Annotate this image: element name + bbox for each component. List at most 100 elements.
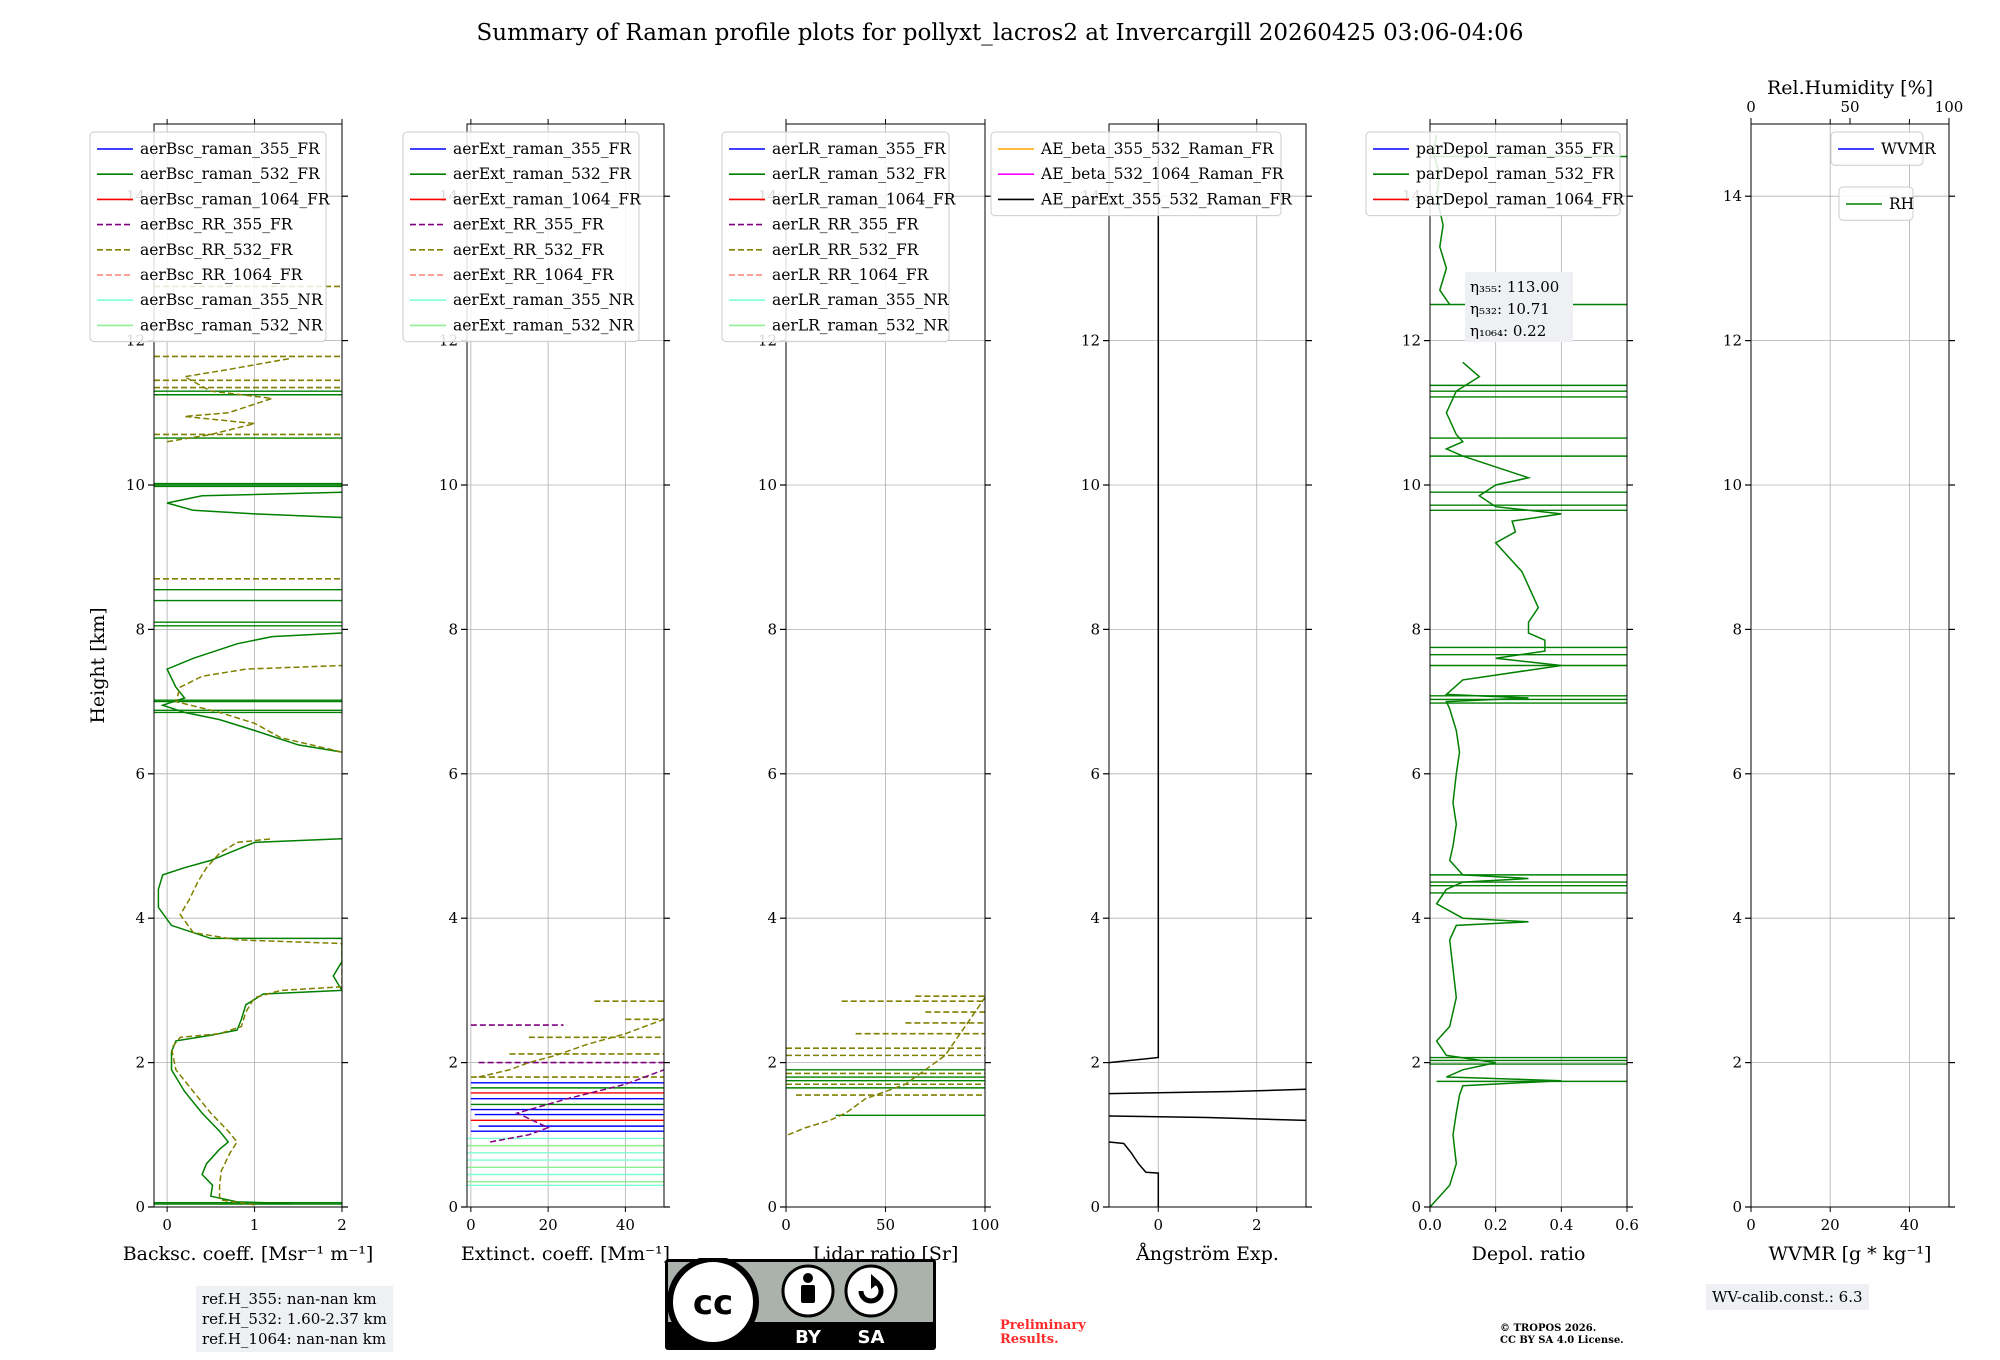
legend-label: aerExt_RR_355_FR (453, 216, 605, 234)
y-tick-label: 2 (135, 1054, 145, 1072)
x-tick-label: 50 (876, 1216, 895, 1234)
series-line-aerBsc_raman_532_FR (160, 632, 342, 753)
y-tick-label: 10 (1081, 476, 1100, 494)
panel-ae: 0202468101214Ångström Exp.AE_beta_355_53… (990, 119, 1312, 1265)
wv-calib-constant: WV-calib.const.: 6.3 (1712, 1288, 1863, 1306)
y-tick-label: 6 (448, 765, 458, 783)
panel-ext: 0204002468101214Extinct. coeff. [Mm⁻¹]ae… (402, 119, 670, 1265)
axes-frame (1108, 123, 1307, 1208)
legend-ext: aerExt_raman_355_FR aerExt_raman_532_FRae… (402, 131, 642, 343)
data-layer-ae (1109, 124, 1306, 1207)
y-tick-label: 0 (1732, 1198, 1742, 1216)
x-axis-label: Backsc. coeff. [Msr⁻¹ m⁻¹] (123, 1243, 374, 1265)
wv-calibration-box: WV-calib.const.: 6.3 (1706, 1284, 1869, 1310)
data-layer-ext (467, 1000, 664, 1187)
legend-label: aerExt_RR_1064_FR (453, 266, 615, 284)
legend-label: aerLR_RR_355_FR (772, 216, 920, 234)
legend-label: aerLR_raman_355_NR (772, 291, 950, 309)
y-tick-label: 4 (448, 909, 458, 927)
x-axis-label: WVMR [g * kg⁻¹] (1769, 1243, 1932, 1265)
legend-label: aerExt_raman_355_NR (453, 291, 635, 309)
y-tick-label: 4 (1090, 909, 1100, 927)
data-layer-depol (1430, 134, 1627, 1207)
legend-label: aerLR_raman_355_FR (772, 140, 947, 158)
x-tick-label: 0.4 (1549, 1216, 1573, 1234)
x-tick-label: 2 (1252, 1216, 1262, 1234)
y-tick-label: 4 (767, 909, 777, 927)
legend-label: aerBsc_raman_1064_FR (140, 190, 331, 208)
y-tick-label: 6 (767, 765, 777, 783)
y-tick-label: 4 (135, 909, 145, 927)
eta-label: η₅₃₂: 10.71 (1470, 300, 1550, 318)
x-tick-label: 20 (1821, 1216, 1840, 1234)
y-tick-label: 10 (439, 476, 458, 494)
legend-lr: aerLR_raman_355_FR aerLR_raman_532_FR aerL… (721, 131, 957, 343)
y-tick-label: 12 (1402, 332, 1421, 350)
preliminary-line-1: Preliminary (1000, 1318, 1086, 1333)
legend-label: aerLR_raman_1064_FR (772, 190, 957, 208)
top-x-tick-label: 50 (1840, 98, 1859, 116)
y-tick-label: 6 (1732, 765, 1742, 783)
legend-label: aerExt_raman_532_NR (453, 316, 635, 334)
y-tick-label: 2 (448, 1054, 458, 1072)
axes-frame (1750, 123, 1950, 1208)
legend-label: parDepol_raman_532_FR (1416, 165, 1616, 183)
ref-height-1064: ref.H_1064: nan-nan km (202, 1330, 387, 1348)
top-x-tick-label: 0 (1746, 98, 1756, 116)
y-tick-label: 8 (1732, 620, 1742, 638)
y-tick-label: 8 (1090, 620, 1100, 638)
panel-bsc: 01202468101214Backsc. coeff. [Msr⁻¹ m⁻¹]… (89, 119, 374, 1265)
series-line-aerExt_RR_355_FR (490, 1069, 664, 1143)
legend-label: aerLR_RR_532_FR (772, 241, 920, 259)
legend-label: aerBsc_RR_1064_FR (140, 266, 304, 284)
y-tick-label: 10 (1723, 476, 1742, 494)
copyright-line-2: CC BY SA 4.0 License. (1500, 1335, 1624, 1346)
series-line-aerExt_RR_532_FR (478, 1018, 664, 1078)
eta-label: η₃₅₅: 113.00 (1470, 278, 1559, 296)
x-tick-label: 0.6 (1615, 1216, 1639, 1234)
data-layer-lr (786, 995, 985, 1136)
legend-label: aerBsc_raman_355_FR (140, 140, 321, 158)
sa-share-icon (844, 1264, 898, 1318)
eta-annotation-box: η₃₅₅: 113.00 η₅₃₂: 10.71 η₁₀₆₄: 0.22 (1465, 272, 1573, 343)
legend-frame (1365, 131, 1621, 217)
legend-label: parDepol_raman_1064_FR (1416, 190, 1625, 208)
copyright-line-1: © TROPOS 2026. (1500, 1323, 1597, 1334)
x-tick-label: 40 (616, 1216, 635, 1234)
legend-label: aerExt_raman_532_FR (453, 165, 632, 183)
y-tick-label: 4 (1411, 909, 1421, 927)
data-layer-bsc (154, 285, 342, 1206)
legend-bsc: aerBsc_raman_355_FR aerBsc_raman_532_FRae… (89, 131, 331, 343)
y-tick-label: 2 (1090, 1054, 1100, 1072)
top-x-axis-label: Rel.Humidity [%] (1767, 77, 1933, 99)
legend-label: aerBsc_raman_355_NR (140, 291, 324, 309)
y-tick-label: 10 (126, 476, 145, 494)
legend-label: WVMR (1881, 140, 1937, 158)
y-tick-label: 8 (767, 620, 777, 638)
x-axis-label: Extinct. coeff. [Mm⁻¹] (461, 1243, 670, 1265)
eta-box-bg (1465, 272, 1573, 343)
y-tick-label: 0 (135, 1198, 145, 1216)
series-line-aerLR_RR_532_FR (787, 997, 985, 1136)
panel-depol: 0.00.20.40.602468101214Depol. ratioparDe… (1365, 119, 1639, 1265)
y-tick-label: 8 (448, 620, 458, 638)
legend-wv: WVMR (1830, 131, 1937, 166)
legend-label: aerLR_raman_532_NR (772, 316, 950, 334)
ref-height-532: ref.H_532: 1.60-2.37 km (202, 1310, 387, 1328)
axes-frame (153, 123, 343, 1208)
legend-label: aerBsc_RR_532_FR (140, 241, 294, 259)
legend-frame (990, 131, 1282, 217)
legend-label: aerBsc_RR_355_FR (140, 216, 294, 234)
badge-sa-label: SA (858, 1327, 885, 1348)
y-tick-label: 2 (1732, 1054, 1742, 1072)
x-tick-label: 2 (337, 1216, 347, 1234)
y-tick-label: 2 (767, 1054, 777, 1072)
x-tick-label: 0 (1746, 1216, 1756, 1234)
sa-arrow-head (871, 1274, 880, 1289)
series-line-aerBsc_raman_532_FR (157, 838, 342, 1205)
x-tick-label: 40 (1900, 1216, 1919, 1234)
series-line-aerBsc_raman_532_FR (166, 491, 342, 519)
y-tick-label: 4 (1732, 909, 1742, 927)
y-tick-label: 8 (135, 620, 145, 638)
series-line-aerBsc_RR_532_FR (174, 664, 342, 753)
